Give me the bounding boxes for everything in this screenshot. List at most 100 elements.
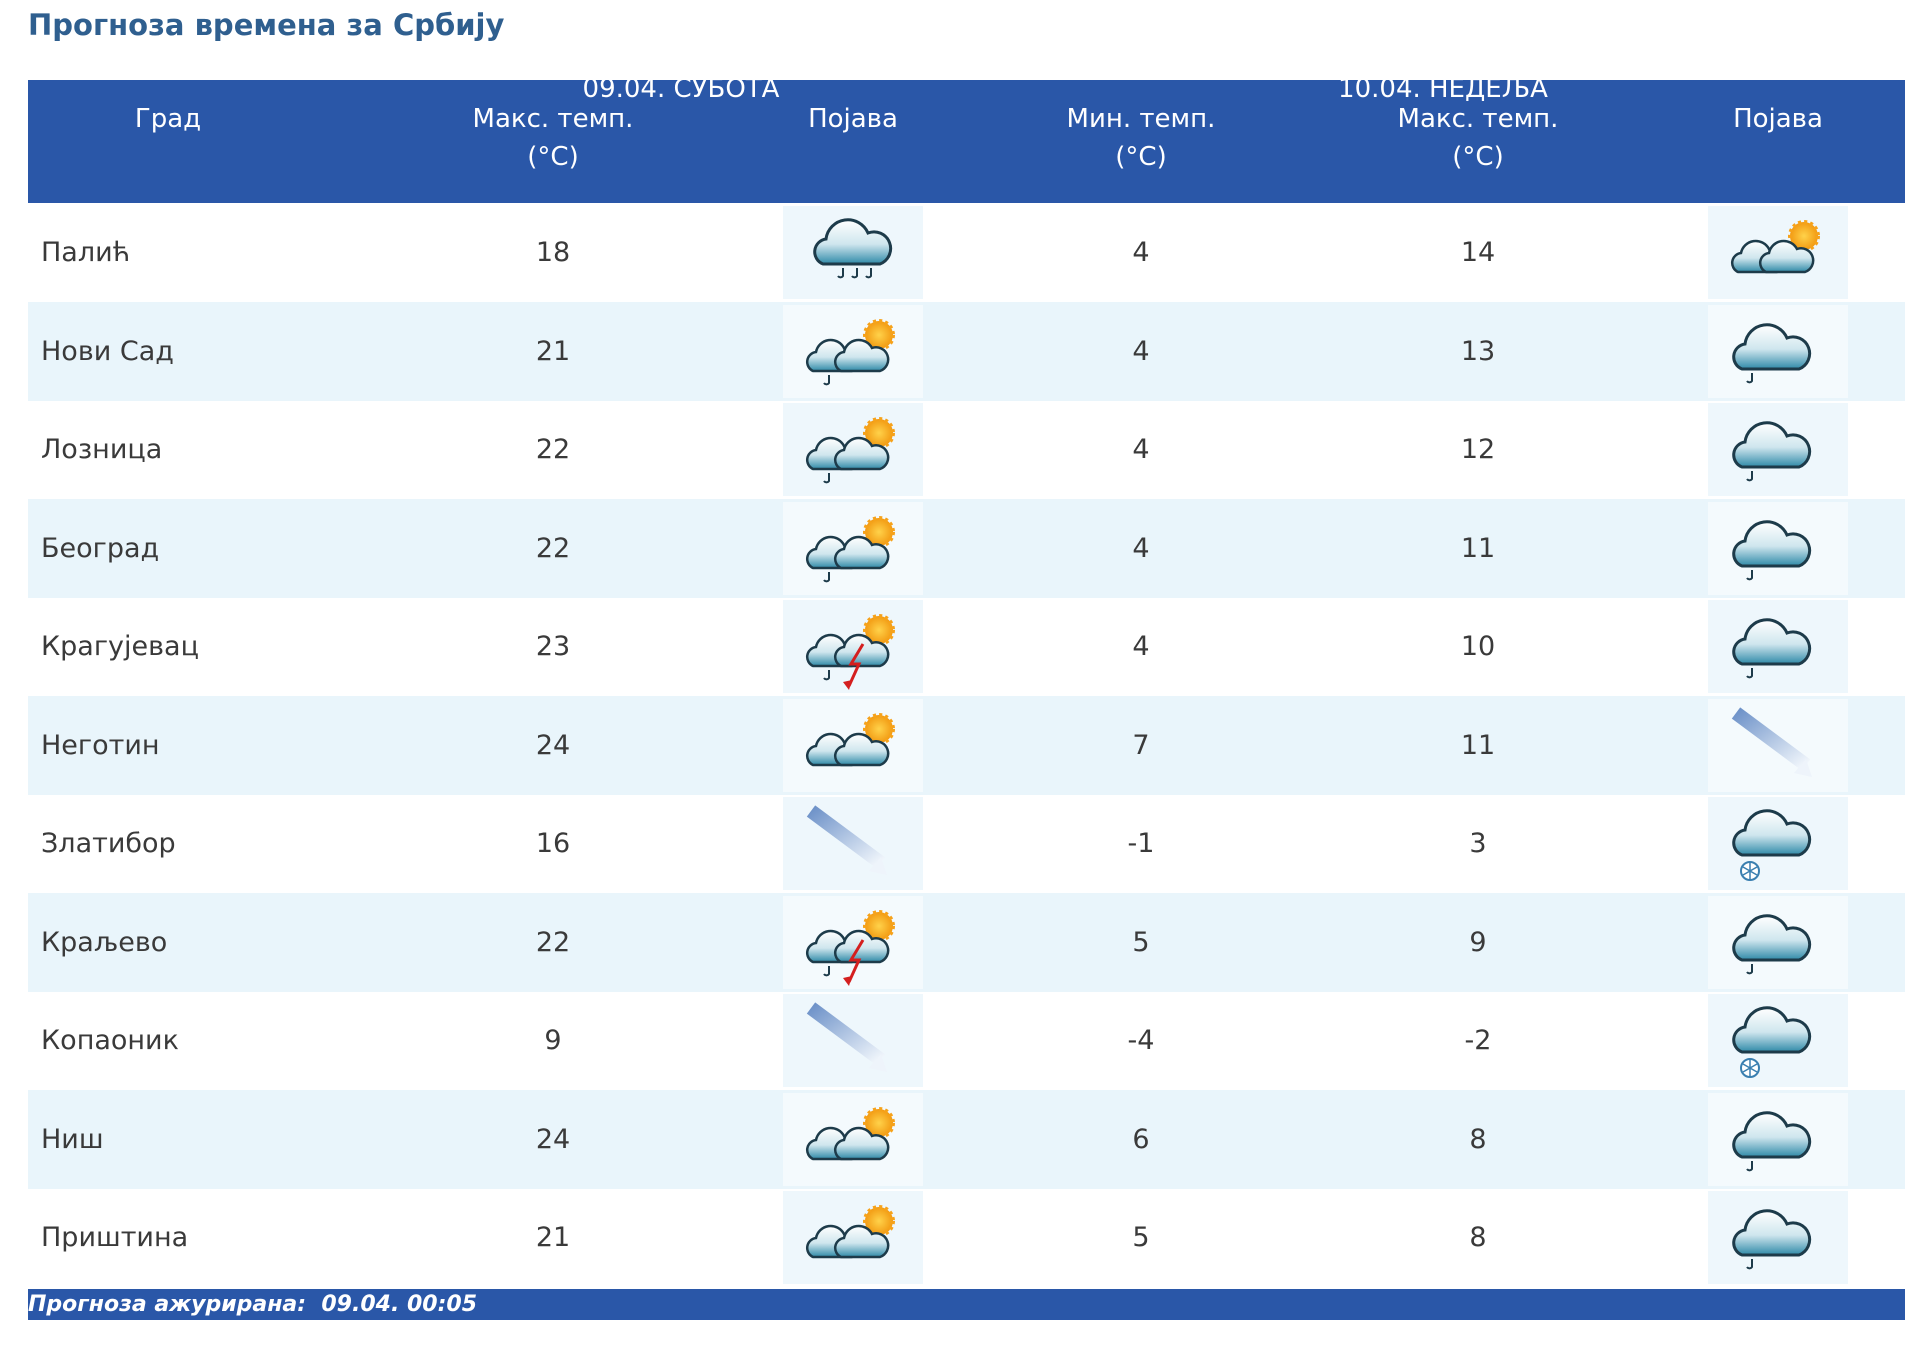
- max-temp: 21: [535, 335, 571, 367]
- city-name: Краљево: [41, 926, 168, 958]
- min-temp: 4: [1132, 335, 1150, 367]
- icon: [783, 206, 923, 279]
- icon: [783, 502, 923, 582]
- icon: [1708, 797, 1848, 881]
- min-temp: -4: [1127, 1025, 1155, 1056]
- min-temp: 7: [1132, 729, 1150, 761]
- city-name: Београд: [41, 532, 160, 564]
- max-temp: 12: [1460, 434, 1496, 465]
- icon: [1708, 502, 1848, 580]
- icon: [783, 305, 923, 385]
- table-row: Краљево 22 5 9: [28, 892, 1905, 992]
- header-unit: (°C): [1115, 142, 1167, 172]
- header-cell: Град: [134, 104, 202, 134]
- min-temp: 6: [1132, 1123, 1150, 1155]
- max-temp: 24: [535, 1123, 571, 1155]
- icon: [1708, 994, 1848, 1078]
- icon: [783, 1191, 923, 1284]
- weather-icon: [783, 994, 923, 1087]
- header-cell: Макс. темп.: [472, 104, 634, 134]
- weather-icon: [783, 1092, 923, 1186]
- max-temp: 21: [535, 1222, 571, 1253]
- max-temp: -2: [1464, 1025, 1492, 1056]
- weather-icon: [1708, 698, 1848, 792]
- icon: [1708, 1093, 1848, 1171]
- header-cell: Појава: [1733, 104, 1823, 134]
- table-row: Копаоник 9 -4 -2: [28, 991, 1905, 1090]
- table-row: Ниш 24 6 8: [28, 1089, 1905, 1189]
- icon: [783, 403, 923, 484]
- max-temp: 23: [535, 631, 571, 662]
- weather-icon: [1708, 1191, 1848, 1284]
- max-temp: 3: [1469, 828, 1487, 859]
- weather-icon: [1708, 403, 1848, 496]
- icon: [783, 896, 923, 986]
- weather-icon: [1708, 994, 1848, 1087]
- table-row: Приштина 21 5 8: [28, 1188, 1905, 1287]
- weather-icon: [783, 304, 923, 398]
- weather-icon: [1708, 1092, 1848, 1186]
- city-name: Крагујевац: [41, 631, 199, 662]
- icon: [1731, 706, 1812, 777]
- weather-icon: [1708, 304, 1848, 398]
- city-name: Копаоник: [41, 1025, 179, 1056]
- table-row: Крагујевац 23 4 10: [28, 597, 1905, 696]
- table-header: Град 09.04. СУБОТА 10.04. НЕДЕЉА Макс. т…: [28, 74, 1905, 203]
- header-cell: Макс. темп.: [1397, 104, 1559, 134]
- icon: [806, 805, 887, 875]
- table-row: Палић 18 4 14: [28, 203, 1905, 302]
- weather-icon: [783, 895, 923, 989]
- icon: [783, 699, 923, 792]
- icon: [1708, 896, 1848, 974]
- max-temp: 18: [535, 237, 571, 268]
- max-temp: 22: [535, 532, 571, 564]
- min-temp: 4: [1132, 631, 1150, 662]
- city-name: Ниш: [41, 1123, 104, 1155]
- page-title: Прогноза времена за Србију: [28, 8, 505, 42]
- min-temp: -1: [1127, 828, 1155, 859]
- icon: [806, 1002, 887, 1072]
- max-temp: 14: [1460, 237, 1496, 268]
- max-temp: 10: [1460, 631, 1496, 662]
- max-temp: 24: [535, 729, 571, 761]
- min-temp: 4: [1132, 434, 1150, 465]
- weather-icon: [783, 403, 923, 496]
- icon: [1708, 600, 1848, 679]
- city-name: Лозница: [41, 434, 163, 465]
- weather-icon: [1708, 797, 1848, 890]
- city-name: Неготин: [41, 729, 160, 761]
- weather-icon: [783, 600, 923, 693]
- icon: [783, 1093, 923, 1186]
- city-name: Приштина: [41, 1222, 189, 1253]
- weather-icon: [1708, 600, 1848, 693]
- max-temp: 16: [535, 828, 571, 859]
- max-temp: 9: [544, 1025, 562, 1056]
- max-temp: 8: [1469, 1123, 1487, 1155]
- header-unit: (°C): [527, 142, 579, 172]
- icon: [1708, 305, 1848, 383]
- min-temp: 5: [1132, 1222, 1150, 1253]
- city-name: Нови Сад: [41, 335, 174, 367]
- weather-icon: [783, 1191, 923, 1284]
- table-row: Нови Сад 21 4 13: [28, 301, 1905, 401]
- table-row: Београд 22 4 11: [28, 498, 1905, 598]
- header-cell: Мин. темп.: [1066, 104, 1216, 134]
- icon: [1708, 1191, 1848, 1270]
- city-name: Златибор: [41, 828, 176, 859]
- max-temp: 8: [1469, 1222, 1487, 1253]
- footer: Прогноза ажурирана: 09.04. 00:05: [28, 1289, 1905, 1320]
- weather-icon: [1708, 501, 1848, 595]
- weather-icon: [783, 206, 923, 299]
- max-temp: 22: [535, 926, 571, 958]
- icon: [1708, 403, 1848, 482]
- weather-icon: [783, 797, 923, 890]
- table-row: Лозница 22 4 12: [28, 400, 1905, 499]
- weather-icon: [783, 501, 923, 595]
- table-row: Неготин 24 7 11: [28, 695, 1905, 795]
- min-temp: 4: [1132, 532, 1150, 564]
- min-temp: 4: [1132, 237, 1150, 268]
- city-name: Палић: [41, 237, 131, 268]
- header-date: 09.04. СУБОТА: [582, 74, 780, 104]
- icon: [783, 600, 923, 690]
